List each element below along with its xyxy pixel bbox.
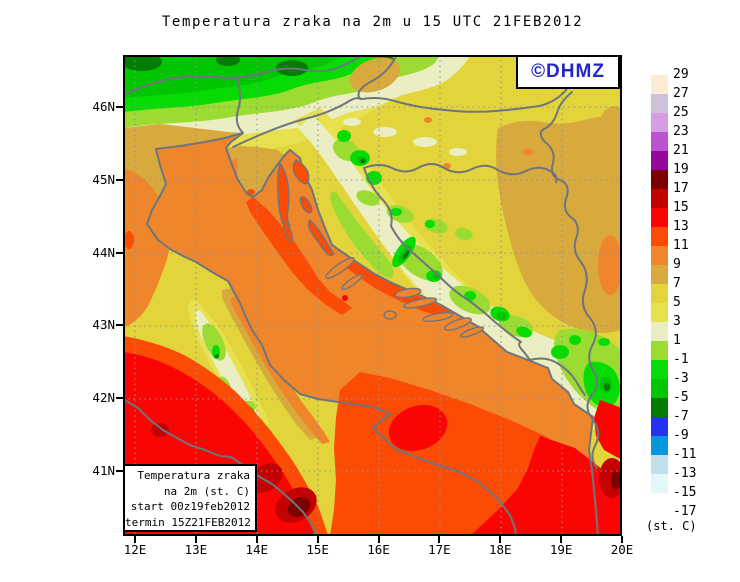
lat-axis-label: 41N xyxy=(92,463,115,478)
lat-axis-label: 44N xyxy=(92,244,115,260)
colorbar-cell xyxy=(651,474,668,493)
colorbar-cell xyxy=(651,493,668,512)
lon-axis-tick xyxy=(194,536,197,543)
colorbar-tick-label: -15 xyxy=(673,485,697,500)
lon-axis-tick xyxy=(438,536,441,543)
colorbar-cell xyxy=(651,170,668,189)
legend-line-3: start 00z19feb2012 xyxy=(130,500,250,513)
legend-line-2: na 2m (st. C) xyxy=(163,484,250,498)
graticule xyxy=(125,57,620,534)
colorbar-cell xyxy=(651,360,668,379)
lat-axis-label: 45N xyxy=(92,171,115,187)
lon-axis-label: 17E xyxy=(428,542,451,557)
lon-axis-label: 18E xyxy=(488,542,512,557)
colorbar-tick-label: -7 xyxy=(673,409,689,424)
colorbar-cell xyxy=(651,303,668,322)
lon-axis-tick xyxy=(499,536,502,543)
dhmz-watermark: ©DHMZ xyxy=(531,61,605,82)
colorbar-tick-label: 19 xyxy=(673,162,689,177)
lon-axis-label: 20E xyxy=(610,542,634,557)
colorbar-cell xyxy=(651,398,668,417)
lon-axis-label: 16E xyxy=(367,542,390,557)
colorbar-unit: (st. C) xyxy=(646,519,697,533)
coastlines-borders xyxy=(125,57,599,534)
map-title: Temperatura zraka na 2m u 15 UTC 21FEB20… xyxy=(161,14,584,30)
lon-axis-tick xyxy=(134,536,136,543)
colorbar-cell xyxy=(651,208,668,227)
colorbar-tick-label: 1 xyxy=(673,333,681,348)
colorbar-cell xyxy=(651,227,668,246)
colorbar-cell xyxy=(651,436,668,455)
colorbar-cell xyxy=(651,379,668,398)
colorbar-tick-label: -17 xyxy=(673,504,697,519)
map-frame xyxy=(123,55,622,536)
lat-axis-tick xyxy=(116,251,123,254)
colorbar-tick-label: 25 xyxy=(673,105,689,120)
colorbar-tick-label: -13 xyxy=(673,466,697,481)
lat-axis-tick xyxy=(116,397,123,400)
lat-axis-label: 43N xyxy=(92,317,115,333)
colorbar-tick-label: -11 xyxy=(673,447,697,462)
colorbar-cell xyxy=(651,94,668,113)
lon-axis-tick xyxy=(255,536,258,543)
lon-axis-tick xyxy=(316,536,319,543)
colorbar-cell xyxy=(651,132,668,151)
lat-axis-label: 42N xyxy=(92,390,115,406)
temperature-map xyxy=(125,57,620,534)
colorbar-tick-label: 15 xyxy=(673,200,689,215)
legend-line-4: termin 15Z21FEB2012 xyxy=(125,515,251,529)
legend-box: Temperatura zraka na 2m (st. C) start 00… xyxy=(123,464,257,532)
lat-axis-label: 46N xyxy=(92,99,115,114)
colorbar-cell xyxy=(651,265,668,284)
colorbar-tick-label: 3 xyxy=(673,314,681,329)
dhmz-watermark-box: ©DHMZ xyxy=(516,55,620,89)
lon-axis-tick xyxy=(377,536,380,543)
colorbar-tick-label: 23 xyxy=(673,124,689,139)
lat-axis-tick xyxy=(116,470,123,472)
lat-axis-tick xyxy=(116,178,123,181)
colorbar-tick-label: 17 xyxy=(673,181,689,196)
colorbar-cell xyxy=(651,189,668,208)
colorbar-tick-label: 7 xyxy=(673,276,681,291)
lon-axis-label: 19E xyxy=(549,542,573,557)
lat-axis-tick xyxy=(116,324,123,327)
colorbar-cell xyxy=(651,284,668,303)
legend-line-1: Temperatura zraka xyxy=(137,469,250,482)
colorbar-tick-label: 29 xyxy=(673,67,689,82)
colorbar-tick-label: 11 xyxy=(673,238,689,253)
colorbar-tick-label: -9 xyxy=(673,428,689,443)
colorbar-tick-label: -3 xyxy=(673,371,689,386)
lon-axis-tick xyxy=(560,536,563,543)
lon-axis-label: 15E xyxy=(306,542,329,557)
colorbar-cell xyxy=(651,455,668,474)
colorbar-tick-label: 13 xyxy=(673,219,689,234)
colorbar-cell xyxy=(651,113,668,132)
lon-axis-tick xyxy=(621,536,623,543)
colorbar-cell xyxy=(651,341,668,360)
lon-axis-label: 14E xyxy=(245,542,269,557)
colorbar-cell xyxy=(651,246,668,265)
colorbar-tick-label: 21 xyxy=(673,143,689,158)
colorbar-tick-label: 5 xyxy=(673,295,681,310)
colorbar-tick-label: 27 xyxy=(673,86,689,101)
lat-axis-tick xyxy=(116,106,123,108)
colorbar-tick-label: -1 xyxy=(673,352,689,367)
colorbar xyxy=(651,75,668,512)
colorbar-cell xyxy=(651,151,668,170)
lon-axis-label: 12E xyxy=(123,542,147,557)
islands xyxy=(277,159,485,338)
colorbar-tick-label: 9 xyxy=(673,257,681,272)
colorbar-cell xyxy=(651,322,668,341)
colorbar-cell xyxy=(651,417,668,436)
colorbar-cell xyxy=(651,75,668,94)
lon-axis-label: 13E xyxy=(184,542,208,557)
colorbar-tick-label: -5 xyxy=(673,390,689,405)
